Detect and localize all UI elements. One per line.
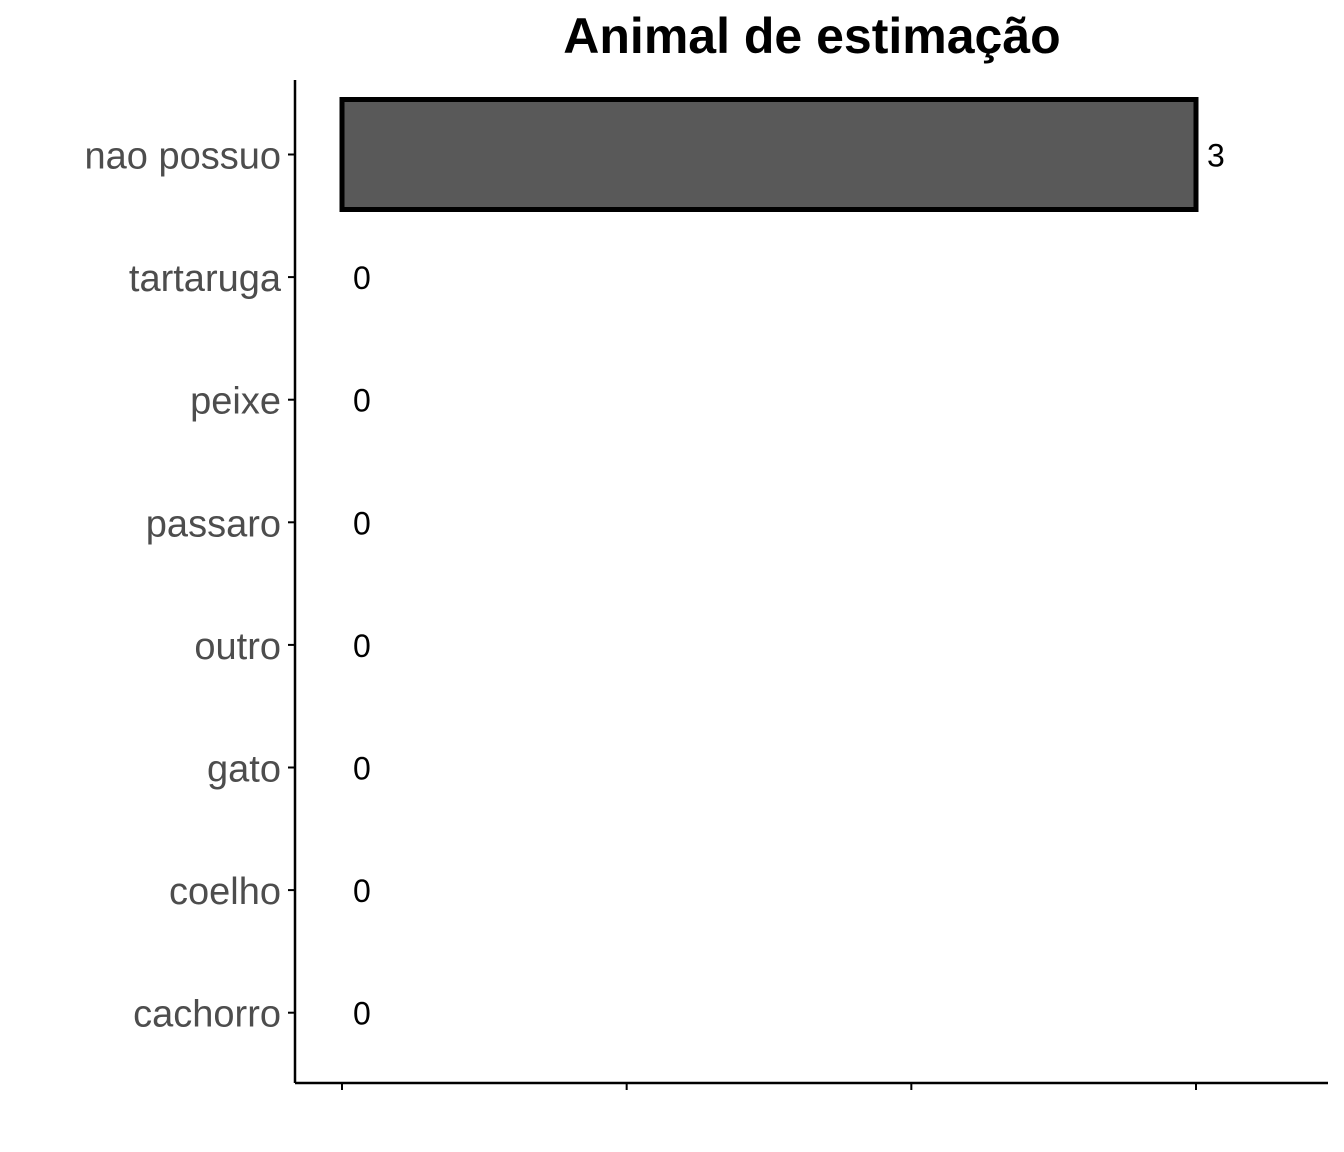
chart-title: Animal de estimação bbox=[563, 8, 1060, 64]
bar-nao-possuo bbox=[339, 97, 1199, 212]
x-axis bbox=[295, 1081, 1328, 1090]
category-label: passaro bbox=[146, 503, 281, 545]
data-label: 3 bbox=[1207, 138, 1225, 174]
category-label: nao possuo bbox=[85, 136, 282, 178]
data-label: 0 bbox=[353, 873, 371, 909]
data-label: 0 bbox=[353, 996, 371, 1032]
data-label: 0 bbox=[353, 383, 371, 419]
category-label: tartaruga bbox=[129, 258, 282, 300]
category-label: coelho bbox=[169, 871, 281, 913]
data-label: 0 bbox=[353, 751, 371, 787]
bars-group: 3 0 0 0 0 0 0 0 bbox=[339, 97, 1225, 1032]
data-label: 0 bbox=[353, 505, 371, 541]
category-label: gato bbox=[207, 749, 281, 791]
data-label: 0 bbox=[353, 628, 371, 664]
category-label: outro bbox=[194, 626, 281, 668]
category-label: peixe bbox=[190, 381, 281, 423]
data-label: 0 bbox=[353, 260, 371, 296]
y-axis: nao possuo tartaruga peixe passaro outro gato… bbox=[85, 80, 297, 1083]
category-label: cachorro bbox=[133, 994, 281, 1036]
